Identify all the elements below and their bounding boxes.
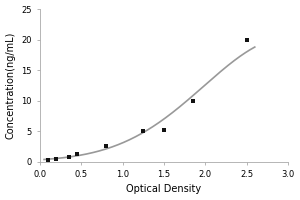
X-axis label: Optical Density: Optical Density bbox=[126, 184, 201, 194]
Y-axis label: Concentration(ng/mL): Concentration(ng/mL) bbox=[6, 32, 16, 139]
